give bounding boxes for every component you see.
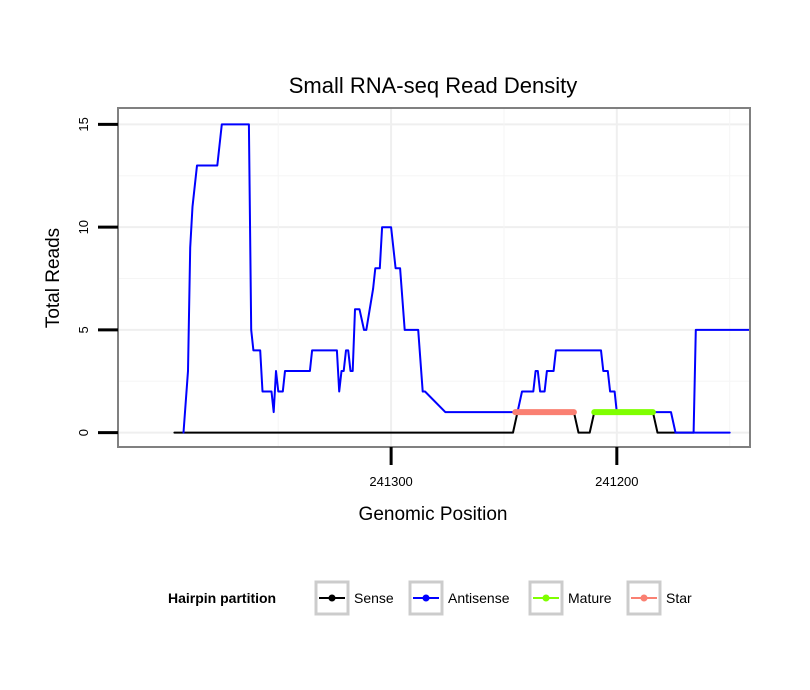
legend-item-star: Star [626,580,692,616]
x-axis: 241300 241200 [369,447,639,489]
legend: Hairpin partition Sense Antisense Mature St… [168,580,692,616]
legend-item-mature: Mature [528,580,612,616]
legend-key-dot [328,594,336,602]
legend-item-antisense: Antisense [408,580,510,616]
series-layer [173,123,751,434]
series-line-sense [173,411,695,434]
series-line-antisense [182,123,731,434]
x-axis-title: Genomic Position [359,504,508,525]
chart-title: Small RNA-seq Read Density [289,73,578,98]
legend-key-dot [542,594,550,602]
legend-label: Antisense [448,590,510,606]
legend-label: Sense [354,590,394,606]
y-tick-label: 15 [76,117,91,131]
plot-border [117,107,751,448]
x-tick-label: 241300 [369,474,412,489]
legend-key-dot [640,594,648,602]
legend-label: Star [666,590,692,606]
legend-item-sense: Sense [314,580,394,616]
y-tick-label: 0 [76,429,91,436]
x-tick-label: 241200 [595,474,638,489]
y-axis-title: Total Reads [43,228,64,328]
y-axis: 0 5 10 15 [76,117,118,436]
legend-title: Hairpin partition [168,590,276,606]
series-line-antisense-tail [692,328,751,434]
legend-key-dot [422,594,430,602]
plot-panel [118,108,750,447]
legend-label: Mature [568,590,612,606]
y-tick-label: 10 [76,220,91,234]
y-tick-label: 5 [76,326,91,333]
